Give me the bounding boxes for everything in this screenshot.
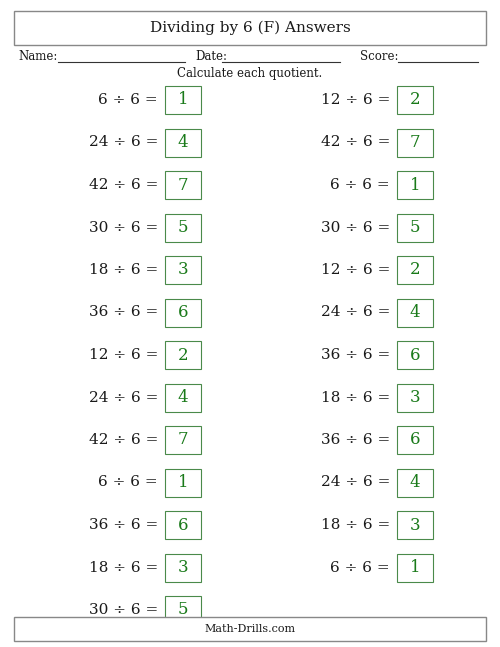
Text: 2: 2 — [410, 261, 420, 278]
Text: 42 ÷ 6 =: 42 ÷ 6 = — [88, 178, 158, 192]
Text: 6: 6 — [178, 516, 188, 534]
Text: 12 ÷ 6 =: 12 ÷ 6 = — [88, 348, 158, 362]
Text: 3: 3 — [410, 516, 420, 534]
Text: 24 ÷ 6 =: 24 ÷ 6 = — [88, 135, 158, 149]
FancyBboxPatch shape — [165, 426, 201, 454]
Text: Dividing by 6 (F) Answers: Dividing by 6 (F) Answers — [150, 21, 350, 35]
Text: 12 ÷ 6 =: 12 ÷ 6 = — [320, 93, 390, 107]
Text: 6: 6 — [410, 347, 420, 364]
Text: 4: 4 — [178, 389, 188, 406]
Text: 7: 7 — [410, 134, 420, 151]
Text: 6 ÷ 6 =: 6 ÷ 6 = — [98, 93, 158, 107]
Text: 6 ÷ 6 =: 6 ÷ 6 = — [330, 560, 390, 575]
Text: Date:: Date: — [195, 50, 227, 63]
Text: 7: 7 — [178, 177, 188, 193]
Text: 42 ÷ 6 =: 42 ÷ 6 = — [320, 135, 390, 149]
Text: 5: 5 — [178, 602, 188, 619]
Text: 1: 1 — [178, 474, 188, 491]
FancyBboxPatch shape — [165, 553, 201, 582]
Text: 6: 6 — [178, 304, 188, 321]
FancyBboxPatch shape — [397, 426, 433, 454]
FancyBboxPatch shape — [397, 341, 433, 369]
FancyBboxPatch shape — [14, 617, 486, 641]
Text: 36 ÷ 6 =: 36 ÷ 6 = — [89, 305, 158, 320]
Text: 3: 3 — [178, 261, 188, 278]
Text: 7: 7 — [178, 432, 188, 448]
FancyBboxPatch shape — [165, 86, 201, 114]
FancyBboxPatch shape — [397, 298, 433, 327]
Text: 30 ÷ 6 =: 30 ÷ 6 = — [89, 221, 158, 234]
Text: 5: 5 — [178, 219, 188, 236]
Text: 18 ÷ 6 =: 18 ÷ 6 = — [321, 391, 390, 404]
Text: Math-Drills.com: Math-Drills.com — [204, 624, 296, 634]
Text: Calculate each quotient.: Calculate each quotient. — [178, 67, 322, 80]
Text: 1: 1 — [178, 91, 188, 109]
FancyBboxPatch shape — [397, 129, 433, 157]
Text: 6 ÷ 6 =: 6 ÷ 6 = — [330, 178, 390, 192]
FancyBboxPatch shape — [165, 214, 201, 241]
FancyBboxPatch shape — [165, 468, 201, 496]
Text: 24 ÷ 6 =: 24 ÷ 6 = — [320, 305, 390, 320]
Text: Name:: Name: — [18, 50, 58, 63]
FancyBboxPatch shape — [165, 596, 201, 624]
FancyBboxPatch shape — [397, 511, 433, 539]
Text: 5: 5 — [410, 219, 420, 236]
Text: 36 ÷ 6 =: 36 ÷ 6 = — [321, 348, 390, 362]
FancyBboxPatch shape — [397, 384, 433, 411]
Text: 2: 2 — [410, 91, 420, 109]
Text: 6 ÷ 6 =: 6 ÷ 6 = — [98, 476, 158, 490]
Text: 24 ÷ 6 =: 24 ÷ 6 = — [88, 391, 158, 404]
FancyBboxPatch shape — [397, 214, 433, 241]
FancyBboxPatch shape — [165, 341, 201, 369]
Text: Score:: Score: — [360, 50, 399, 63]
Text: 2: 2 — [178, 347, 188, 364]
Text: 6: 6 — [410, 432, 420, 448]
FancyBboxPatch shape — [165, 511, 201, 539]
FancyBboxPatch shape — [165, 129, 201, 157]
Text: 4: 4 — [410, 474, 420, 491]
FancyBboxPatch shape — [397, 256, 433, 284]
FancyBboxPatch shape — [165, 256, 201, 284]
FancyBboxPatch shape — [165, 384, 201, 411]
Text: 18 ÷ 6 =: 18 ÷ 6 = — [89, 263, 158, 277]
FancyBboxPatch shape — [165, 298, 201, 327]
Text: 36 ÷ 6 =: 36 ÷ 6 = — [89, 518, 158, 532]
Text: 30 ÷ 6 =: 30 ÷ 6 = — [89, 603, 158, 617]
FancyBboxPatch shape — [397, 171, 433, 199]
Text: 12 ÷ 6 =: 12 ÷ 6 = — [320, 263, 390, 277]
FancyBboxPatch shape — [165, 171, 201, 199]
Text: 18 ÷ 6 =: 18 ÷ 6 = — [321, 518, 390, 532]
Text: 24 ÷ 6 =: 24 ÷ 6 = — [320, 476, 390, 490]
FancyBboxPatch shape — [397, 86, 433, 114]
FancyBboxPatch shape — [397, 468, 433, 496]
Text: 42 ÷ 6 =: 42 ÷ 6 = — [88, 433, 158, 447]
Text: 1: 1 — [410, 177, 420, 193]
Text: 3: 3 — [410, 389, 420, 406]
Text: 3: 3 — [178, 559, 188, 576]
Text: 18 ÷ 6 =: 18 ÷ 6 = — [89, 560, 158, 575]
FancyBboxPatch shape — [14, 11, 486, 45]
Text: 4: 4 — [178, 134, 188, 151]
FancyBboxPatch shape — [397, 553, 433, 582]
Text: 36 ÷ 6 =: 36 ÷ 6 = — [321, 433, 390, 447]
Text: 4: 4 — [410, 304, 420, 321]
Text: 1: 1 — [410, 559, 420, 576]
Text: 30 ÷ 6 =: 30 ÷ 6 = — [321, 221, 390, 234]
